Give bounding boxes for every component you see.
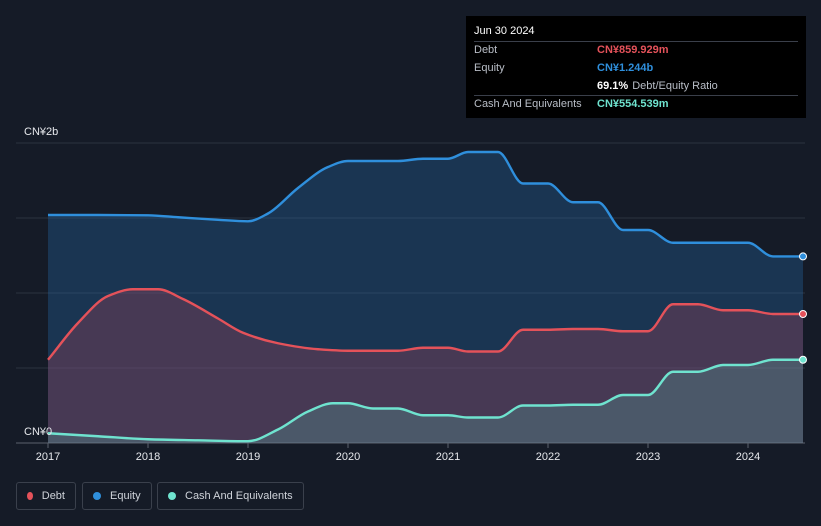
x-tick-label: 2020 <box>336 451 360 463</box>
x-tick-label: 2019 <box>236 451 260 463</box>
x-axis-ticks: 2017 2018 2019 2020 2021 2022 2023 2024 <box>36 443 760 463</box>
tooltip-row-equity: Equity CN¥1.244b <box>474 59 798 77</box>
legend-label: Equity <box>110 490 141 502</box>
legend-label: Cash And Equivalents <box>185 490 293 502</box>
x-tick-label: 2024 <box>736 451 760 463</box>
x-tick-label: 2023 <box>636 451 660 463</box>
debt-area <box>48 289 803 443</box>
legend-item-equity[interactable]: Equity <box>82 482 152 510</box>
x-tick-label: 2017 <box>36 451 60 463</box>
x-tick-label: 2021 <box>436 451 460 463</box>
gridlines <box>16 142 805 444</box>
equity-area <box>48 152 803 443</box>
debt-endpoint <box>799 310 807 318</box>
y-tick-label-top: CN¥2b <box>24 126 58 138</box>
legend-label: Debt <box>41 490 65 502</box>
cash-and-equivalents-endpoint <box>799 355 807 364</box>
x-tick-label: 2018 <box>136 451 160 463</box>
tooltip-value: CN¥859.929m <box>597 44 669 56</box>
legend-dot-icon <box>168 492 176 500</box>
tooltip-row-cash: Cash And Equivalents CN¥554.539m <box>474 95 798 113</box>
legend-dot-icon <box>93 492 101 500</box>
series-endpoints <box>799 252 807 364</box>
tooltip-date: Jun 30 2024 <box>474 25 535 37</box>
series-lines <box>47 150 803 443</box>
cash-and-equivalents-area <box>48 359 803 443</box>
data-tooltip: Jun 30 2024 Debt CN¥859.929m Equity CN¥1… <box>466 16 806 118</box>
legend-dot-icon <box>27 492 33 500</box>
cash-and-equivalents-line <box>47 358 803 443</box>
tooltip-value: CN¥1.244b <box>597 62 654 74</box>
tooltip-row-debt: Debt CN¥859.929m <box>474 41 798 59</box>
tooltip-ratio-label: Debt/Equity Ratio <box>632 80 718 92</box>
tooltip-value: CN¥554.539m <box>597 98 669 110</box>
equity-endpoint <box>799 252 807 261</box>
tooltip-label <box>474 78 597 95</box>
equity-line <box>48 150 803 258</box>
tooltip-row-ratio: 69.1% Debt/Equity Ratio <box>474 77 798 95</box>
legend-item-cash[interactable]: Cash And Equivalents <box>157 482 304 510</box>
tooltip-value: 69.1% <box>597 80 629 92</box>
tooltip-label: Equity <box>474 62 505 74</box>
tooltip-label: Cash And Equivalents <box>474 98 582 110</box>
series-areas <box>48 152 803 443</box>
debt-line <box>47 288 803 361</box>
y-tick-label-bottom: CN¥0 <box>24 426 52 438</box>
tooltip-label: Debt <box>474 44 498 56</box>
x-tick-label: 2022 <box>536 451 560 463</box>
legend-item-debt[interactable]: Debt <box>16 482 76 510</box>
